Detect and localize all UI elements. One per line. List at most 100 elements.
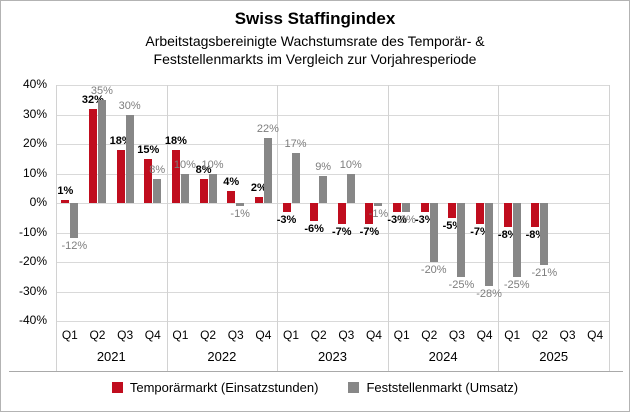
- bar-label-temporaermarkt-2022-Q3: 4%: [223, 176, 240, 189]
- bar-feststellenmarkt-2023-Q4: [374, 203, 383, 206]
- x-axis-quarter-label: Q1: [283, 328, 300, 342]
- legend: Temporärmarkt (Einsatzstunden) Feststelle…: [1, 380, 629, 395]
- bar-feststellenmarkt-2022-Q4: [263, 138, 272, 203]
- bar-label-feststellenmarkt-2021-Q2: 35%: [90, 84, 113, 97]
- bar-temporaermarkt-2025-Q1: [503, 203, 512, 227]
- x-axis-quarter-label: Q4: [476, 328, 493, 342]
- gridline--40%: [56, 321, 609, 322]
- bar-temporaermarkt-2024-Q3: [448, 203, 457, 218]
- x-axis-quarter-label: Q4: [587, 328, 604, 342]
- x-axis-year-label-2021: 2021: [96, 349, 126, 364]
- bar-feststellenmarkt-2023-Q1: [291, 152, 300, 203]
- year-separator-line: [387, 85, 389, 371]
- chart-subtitle: Arbeitstagsbereinigte Wachstumsrate des …: [1, 32, 629, 68]
- y-axis-tick-20%: 20%: [22, 136, 47, 150]
- bar-label-feststellenmarkt-2025-Q2: -21%: [531, 266, 558, 279]
- bar-label-temporaermarkt-2022-Q2: 8%: [195, 164, 212, 177]
- bar-temporaermarkt-2022-Q4: [254, 197, 263, 203]
- bar-label-temporaermarkt-2023-Q1: -3%: [276, 213, 297, 226]
- bar-temporaermarkt-2021-Q2: [88, 108, 97, 203]
- gridline-10%: [56, 173, 609, 175]
- x-axis-quarter-label: Q2: [531, 328, 548, 342]
- bar-label-temporaermarkt-2022-Q1: 18%: [164, 134, 187, 147]
- bar-label-temporaermarkt-2022-Q4: 2%: [250, 182, 267, 195]
- y-axis-tick--20%: -20%: [18, 254, 47, 268]
- legend-item-temporaermarkt: Temporärmarkt (Einsatzstunden): [111, 380, 319, 395]
- bar-feststellenmarkt-2021-Q3: [125, 114, 134, 203]
- bar-label-feststellenmarkt-2023-Q1: 17%: [284, 137, 307, 150]
- x-axis-quarter-label: Q2: [310, 328, 327, 342]
- year-separator-line: [277, 85, 279, 371]
- gridline--10%: [56, 232, 609, 234]
- bar-temporaermarkt-2024-Q1: [393, 203, 402, 212]
- bar-label-feststellenmarkt-2022-Q1: 10%: [173, 158, 196, 171]
- bar-label-temporaermarkt-2025-Q1: -8%: [497, 228, 518, 241]
- bar-label-feststellenmarkt-2022-Q4: 22%: [256, 123, 279, 136]
- bar-label-temporaermarkt-2023-Q4: -7%: [359, 225, 380, 238]
- gridline-40%: [56, 85, 609, 86]
- bar-label-feststellenmarkt-2021-Q4: 8%: [149, 164, 166, 177]
- bar-label-feststellenmarkt-2021-Q3: 30%: [118, 99, 141, 112]
- bar-label-feststellenmarkt-2024-Q3: -25%: [448, 278, 475, 291]
- bar-temporaermarkt-2025-Q2: [531, 203, 540, 227]
- chart-title: Swiss Staffingindex: [234, 9, 396, 28]
- legend-label-temporaermarkt: Temporärmarkt (Einsatzstunden): [129, 380, 319, 395]
- gridline--20%: [56, 262, 609, 263]
- legend-label-feststellenmarkt: Feststellenmarkt (Umsatz): [366, 380, 519, 395]
- x-axis-quarter-label: Q2: [421, 328, 438, 342]
- bar-label-feststellenmarkt-2022-Q2: 10%: [201, 158, 224, 171]
- x-axis-quarter-label: Q3: [559, 328, 576, 342]
- bar-label-feststellenmarkt-2024-Q4: -28%: [476, 287, 502, 300]
- bar-temporaermarkt-2021-Q1: [61, 200, 70, 203]
- bar-label-temporaermarkt-2024-Q1: -3%: [387, 213, 407, 226]
- bar-temporaermarkt-2023-Q4: [365, 203, 374, 224]
- bar-label-temporaermarkt-2024-Q4: -7%: [470, 225, 490, 238]
- bar-temporaermarkt-2022-Q2: [199, 179, 208, 203]
- x-axis-year-label-2024: 2024: [428, 349, 458, 364]
- x-axis-quarter-label: Q2: [89, 328, 106, 342]
- bar-temporaermarkt-2022-Q3: [227, 191, 236, 203]
- bar-feststellenmarkt-2021-Q1: [70, 203, 79, 239]
- y-axis-tick-30%: 30%: [22, 106, 47, 121]
- bar-label-feststellenmarkt-2022-Q3: -1%: [230, 207, 250, 220]
- bar-feststellenmarkt-2022-Q3: [236, 203, 245, 206]
- x-axis-quarter-label: Q1: [172, 328, 189, 342]
- bar-temporaermarkt-2021-Q4: [144, 158, 153, 203]
- bar-feststellenmarkt-2025-Q2: [540, 203, 549, 265]
- bar-feststellenmarkt-2022-Q2: [208, 173, 217, 203]
- bar-feststellenmarkt-2023-Q2: [319, 176, 328, 203]
- legend-swatch-feststellenmarkt: [348, 382, 360, 393]
- bar-temporaermarkt-2024-Q4: [476, 203, 485, 224]
- y-axis-tick--30%: -30%: [18, 283, 47, 298]
- axis-bottom-line: [9, 371, 623, 372]
- x-axis-quarter-label: Q1: [61, 328, 78, 342]
- y-axis-tick--10%: -10%: [18, 224, 47, 239]
- y-axis-tick-0%: 0%: [29, 195, 47, 209]
- bar-feststellenmarkt-2023-Q3: [346, 173, 355, 203]
- bar-label-feststellenmarkt-2024-Q2: -20%: [420, 264, 447, 276]
- year-separator-line: [609, 85, 610, 371]
- bar-feststellenmarkt-2024-Q3: [457, 203, 466, 277]
- x-axis-quarter-label: Q2: [200, 328, 217, 342]
- gridline-0%: [56, 203, 609, 204]
- bar-temporaermarkt-2023-Q3: [337, 203, 346, 224]
- year-separator-line: [166, 85, 168, 371]
- bar-label-feststellenmarkt-2023-Q3: 10%: [339, 158, 362, 171]
- gridline-30%: [56, 114, 609, 116]
- bar-label-temporaermarkt-2023-Q3: -7%: [332, 225, 352, 238]
- chart-subtitle-line1: Arbeitstagsbereinigte Wachstumsrate des …: [145, 33, 485, 49]
- x-axis-year-label-2022: 2022: [207, 349, 237, 364]
- bar-feststellenmarkt-2021-Q4: [153, 179, 162, 203]
- bar-label-temporaermarkt-2024-Q2: -3%: [414, 213, 435, 226]
- gridline--30%: [56, 291, 609, 293]
- x-axis-quarter-label: Q3: [117, 328, 134, 342]
- bar-label-temporaermarkt-2021-Q4: 15%: [137, 143, 160, 156]
- legend-item-feststellenmarkt: Feststellenmarkt (Umsatz): [348, 380, 518, 395]
- chart-subtitle-line2: Feststellenmarkts im Vergleich zur Vorja…: [153, 51, 477, 67]
- bar-feststellenmarkt-2024-Q4: [485, 203, 494, 286]
- x-axis-quarter-label: Q3: [338, 328, 355, 342]
- bar-feststellenmarkt-2024-Q1: [402, 203, 411, 212]
- bar-label-temporaermarkt-2024-Q3: -5%: [442, 219, 463, 232]
- x-axis-quarter-label: Q1: [393, 328, 410, 342]
